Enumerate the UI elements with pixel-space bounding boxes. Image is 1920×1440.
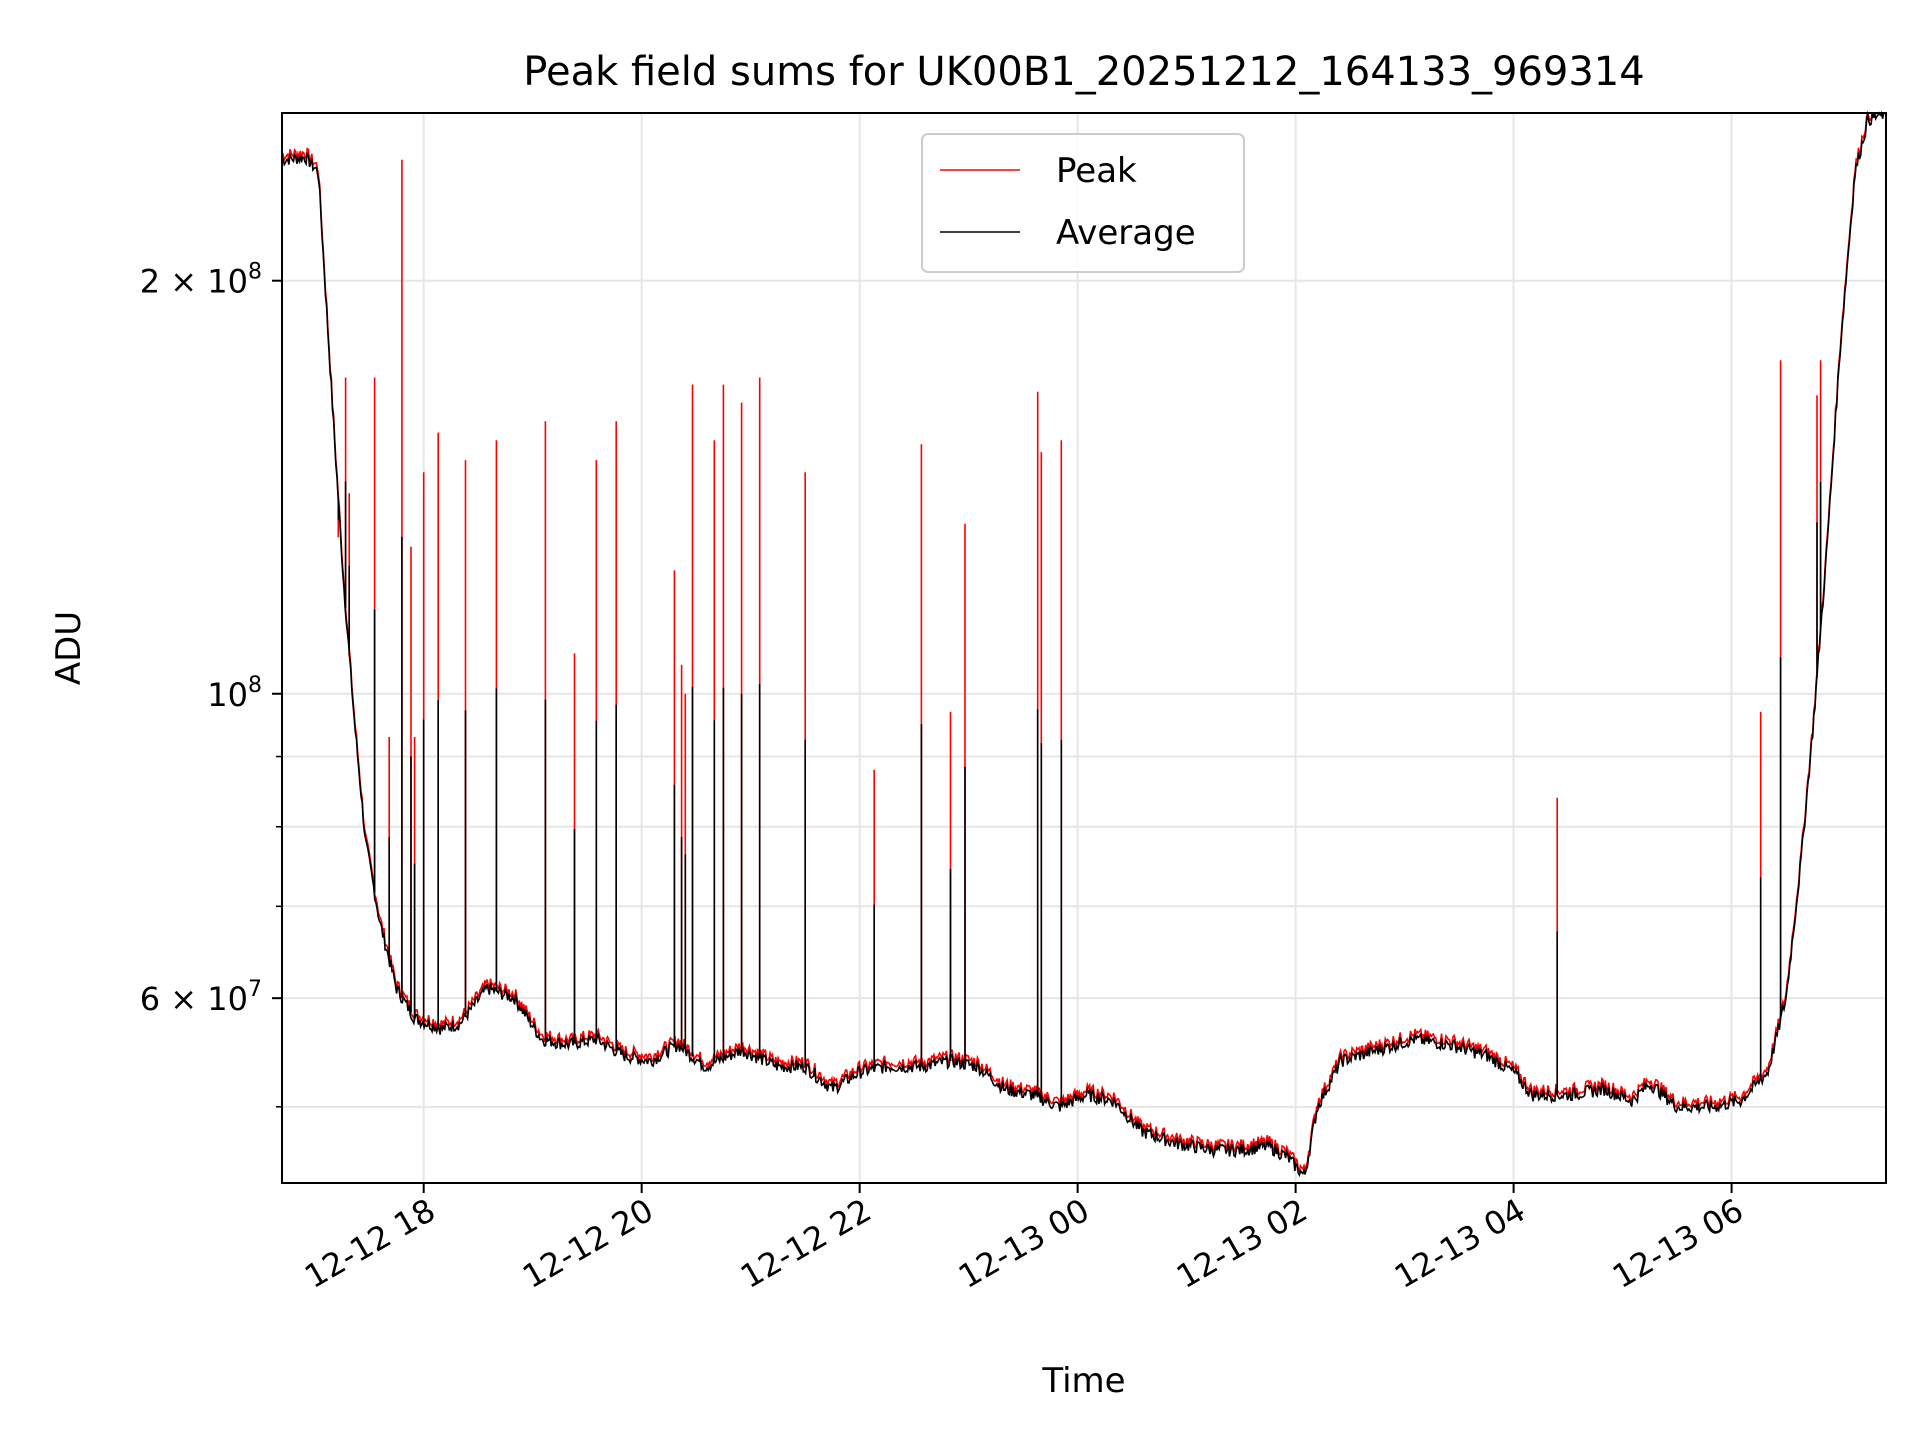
y-tick-label: 6 × 107	[140, 977, 262, 1018]
y-axis-label: ADU	[49, 611, 89, 685]
legend-box	[921, 133, 1245, 273]
legend: Peak Average	[921, 133, 1245, 273]
chart-title: Peak field sums for UK00B1_20251212_1641…	[523, 49, 1644, 95]
average-series-line	[281, 110, 1887, 1178]
plot-area	[281, 110, 1887, 1178]
y-tick-label: 2 × 108	[140, 260, 262, 301]
plot-frame	[281, 112, 1887, 1184]
legend-label-peak: Peak	[1056, 151, 1137, 191]
x-axis-label: Time	[1041, 1361, 1125, 1401]
grid	[282, 113, 1886, 1183]
y-axis: 2 × 108 108 6 × 107	[140, 260, 282, 1018]
y-tick-label: 108	[207, 673, 262, 714]
legend-label-average: Average	[1056, 213, 1196, 253]
